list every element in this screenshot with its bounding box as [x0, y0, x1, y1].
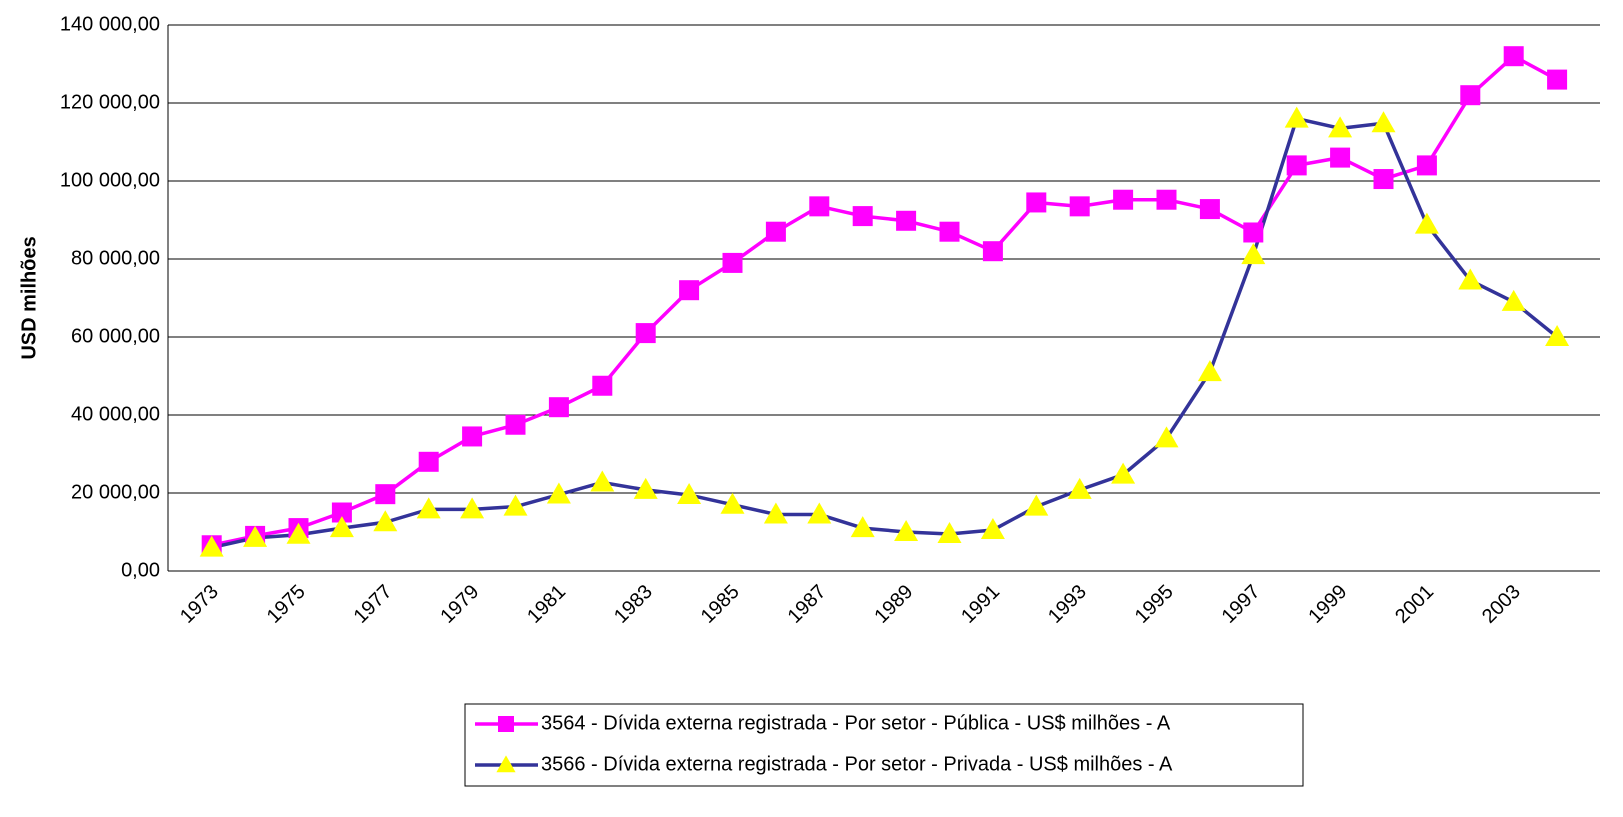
data-point	[1503, 46, 1524, 67]
legend-label: 3566 - Dívida externa registrada - Por s…	[541, 753, 1173, 775]
y-tick-label: 40 000,00	[71, 403, 160, 425]
y-tick-label: 0,00	[121, 559, 160, 581]
data-point	[894, 520, 919, 541]
data-point	[852, 206, 873, 227]
data-point	[720, 492, 745, 514]
data-point	[1243, 222, 1264, 243]
data-point	[1501, 289, 1526, 311]
x-tick-label: 1993	[1044, 581, 1091, 628]
legend-marker	[498, 716, 514, 732]
data-point	[373, 510, 398, 532]
data-point	[592, 375, 613, 396]
data-point	[635, 323, 656, 344]
legend-label: 3564 - Dívida externa registrada - Por s…	[541, 712, 1171, 734]
data-point	[1111, 462, 1136, 484]
y-tick-label: 100 000,00	[60, 169, 160, 191]
x-tick-label: 1981	[523, 581, 570, 628]
data-point	[548, 397, 569, 418]
data-point	[765, 221, 786, 242]
y-tick-label: 120 000,00	[60, 91, 160, 113]
x-tick-label: 1975	[263, 581, 310, 628]
data-point	[331, 502, 352, 523]
data-point	[1371, 111, 1396, 133]
data-point	[329, 516, 354, 538]
legend-box	[464, 703, 1304, 787]
data-point	[809, 196, 830, 217]
y-tick-label: 80 000,00	[71, 247, 160, 269]
data-point	[1545, 325, 1570, 346]
x-tick-label: 1991	[957, 581, 1004, 628]
data-point	[286, 522, 311, 544]
x-tick-label: 2001	[1391, 581, 1438, 628]
data-point	[1197, 360, 1222, 382]
data-point	[1414, 212, 1439, 234]
data-point	[1113, 189, 1134, 210]
data-point	[1241, 243, 1266, 265]
x-tick-label: 1989	[870, 581, 917, 628]
data-point	[722, 252, 743, 273]
x-tick-label: 1983	[610, 581, 657, 628]
data-point	[418, 451, 439, 472]
data-point	[375, 484, 396, 505]
data-point	[1328, 116, 1353, 138]
data-point	[807, 502, 832, 524]
data-point	[1373, 169, 1394, 190]
data-point	[679, 280, 700, 301]
y-axis-label: USD milhões	[18, 236, 40, 359]
data-point	[1286, 155, 1307, 176]
data-point	[1024, 494, 1049, 516]
x-tick-label: 1973	[176, 581, 223, 628]
x-tick-label: 1977	[350, 581, 397, 628]
data-point	[850, 516, 875, 538]
data-point	[462, 426, 483, 447]
x-tick-label: 1979	[436, 581, 483, 628]
data-point	[505, 414, 526, 435]
data-point	[416, 497, 441, 519]
data-point	[1069, 196, 1090, 217]
data-point	[590, 470, 615, 492]
data-point	[1199, 199, 1220, 220]
data-point	[1547, 69, 1568, 90]
data-point	[503, 494, 528, 516]
data-point	[1067, 477, 1092, 499]
x-tick-label: 1999	[1304, 581, 1351, 628]
y-tick-label: 140 000,00	[60, 13, 160, 35]
data-point	[980, 518, 1005, 540]
data-point	[1458, 268, 1483, 290]
x-tick-label: 1987	[784, 581, 831, 628]
data-point	[1284, 106, 1309, 128]
x-tick-label: 2003	[1478, 581, 1525, 628]
data-point	[896, 210, 917, 231]
legend-marker	[496, 755, 516, 773]
y-tick-label: 20 000,00	[71, 481, 160, 503]
x-tick-label: 1997	[1218, 581, 1265, 628]
data-point	[1026, 192, 1047, 213]
series-line	[211, 116, 1559, 550]
data-point	[1156, 189, 1177, 210]
data-point	[1460, 85, 1481, 106]
data-point	[677, 482, 702, 504]
data-point	[937, 521, 962, 543]
data-point	[982, 241, 1003, 262]
data-point	[1416, 155, 1437, 176]
data-point	[633, 477, 658, 499]
data-point	[199, 535, 224, 557]
data-point	[939, 221, 960, 242]
data-point	[460, 497, 485, 519]
series-line	[211, 54, 1558, 547]
y-tick-label: 60 000,00	[71, 325, 160, 347]
x-tick-label: 1995	[1131, 581, 1178, 628]
data-point	[546, 482, 571, 504]
data-point	[243, 525, 268, 547]
data-point	[1154, 426, 1179, 448]
data-point	[1330, 147, 1351, 168]
x-tick-label: 1985	[697, 581, 744, 628]
data-point	[763, 502, 788, 524]
